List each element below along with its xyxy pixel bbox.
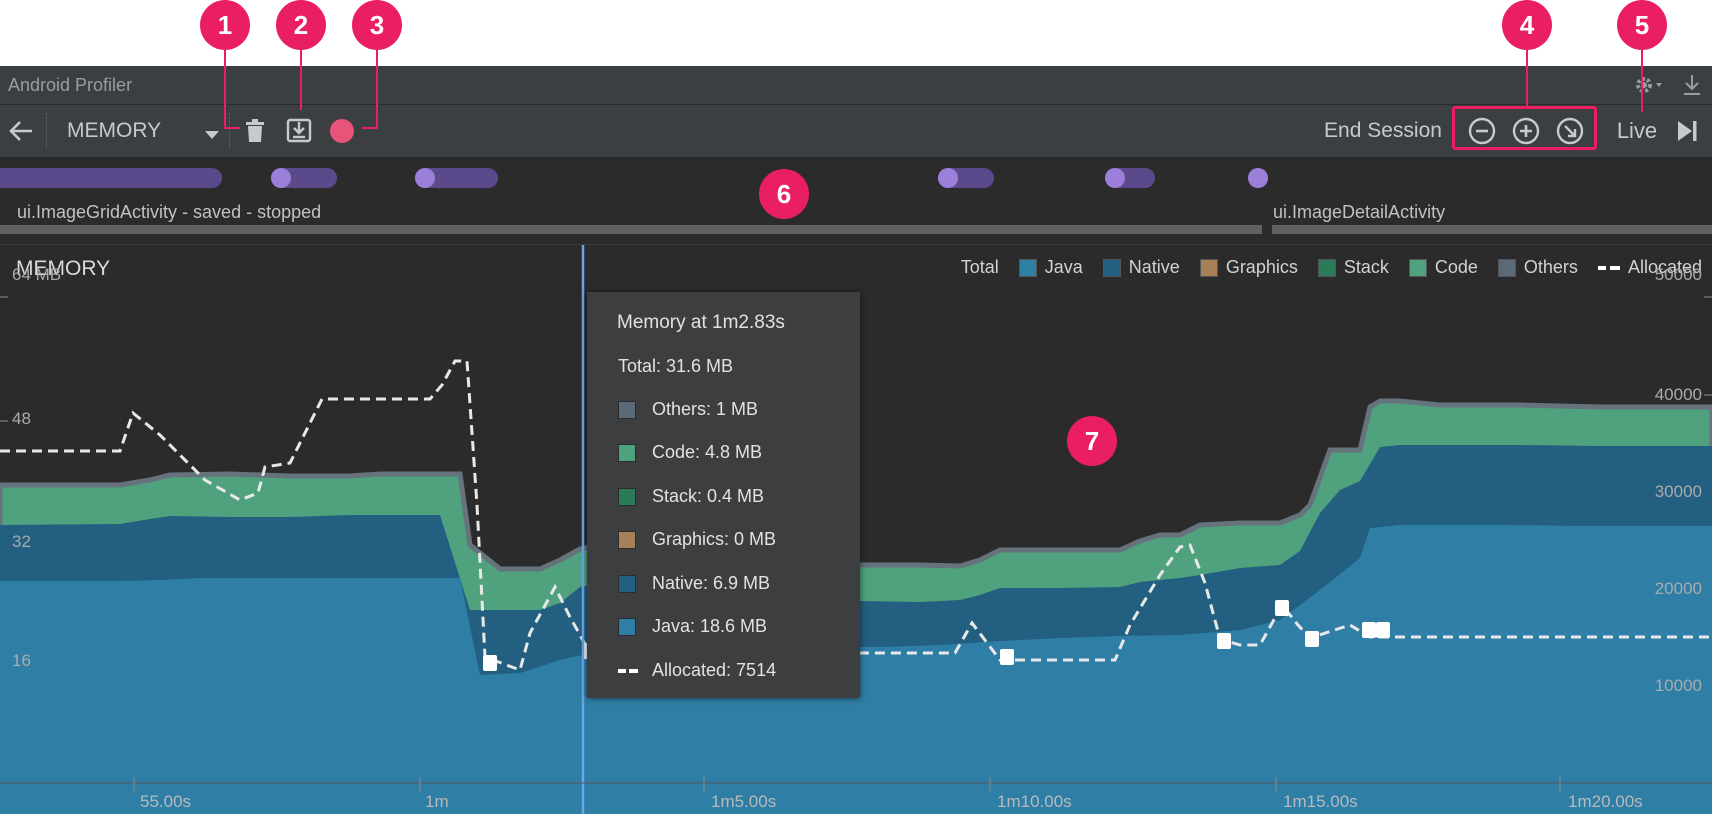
java-swatch <box>618 617 636 636</box>
left-axis-label: 48 <box>12 409 31 428</box>
tooltip-row-native: Native: 6.9 MB <box>618 573 770 594</box>
profiler-dropdown[interactable]: MEMORY <box>60 113 220 149</box>
record-icon[interactable] <box>328 117 356 145</box>
right-axis-label: 30000 <box>1654 482 1702 501</box>
time-axis-ticks <box>133 777 1561 793</box>
window-title: Android Profiler <box>8 75 133 95</box>
allocated-dash-icon <box>618 668 638 673</box>
time-tick-label: 1m20.00s <box>1568 792 1643 811</box>
event-pill[interactable] <box>271 168 337 188</box>
time-tick-label: 1m10.00s <box>997 792 1072 811</box>
callout-4: 4 <box>1502 0 1552 50</box>
memory-title: MEMORY <box>16 257 111 280</box>
callout-3-line <box>376 50 378 128</box>
toolbar-separator <box>229 113 230 149</box>
trash-icon[interactable] <box>241 117 269 145</box>
activity-bar[interactable] <box>0 225 1262 234</box>
left-axis-label: 16 <box>12 651 31 670</box>
settings-gear-icon[interactable] <box>1630 72 1670 98</box>
right-axis-label: 50000 <box>1654 265 1702 284</box>
activity-label: ui.ImageGridActivity - saved - stopped <box>17 202 322 222</box>
event-pill[interactable] <box>0 168 222 188</box>
tooltip-row-others: Others: 1 MB <box>618 399 758 420</box>
tooltip-row-java: Java: 18.6 MB <box>618 616 767 637</box>
callout-3: 3 <box>352 0 402 50</box>
save-heap-icon[interactable] <box>284 115 314 145</box>
legend-total: Total <box>960 257 999 277</box>
legend-stack: Stack <box>1317 257 1389 278</box>
tooltip-total: Total: 31.6 MB <box>618 356 734 376</box>
event-pill[interactable] <box>415 168 498 188</box>
graphics-swatch <box>618 530 636 549</box>
stack-swatch <box>618 487 636 506</box>
left-axis-label: 32 <box>12 532 31 551</box>
legend-code: Code <box>1408 257 1478 278</box>
event-pill[interactable] <box>1248 168 1268 188</box>
left-axis-label: 64 MB <box>12 265 62 284</box>
event-pill[interactable] <box>1105 168 1155 188</box>
event-timeline: ui.ImageGridActivity - saved - stopped u… <box>0 158 1712 245</box>
legend-java: Java <box>1018 257 1083 278</box>
end-session-button[interactable]: End Session <box>1324 119 1442 142</box>
legend-graphics: Graphics <box>1199 257 1298 278</box>
tooltip-title: Memory at 1m2.83s <box>617 312 785 333</box>
right-axis-label: 20000 <box>1654 579 1702 598</box>
code-swatch <box>618 443 636 462</box>
zoom-controls-highlight <box>1452 106 1597 150</box>
callout-1-line-h <box>224 127 240 129</box>
tooltip-row-allocated: Allocated: 7514 <box>618 660 776 681</box>
hide-panel-icon[interactable] <box>1678 72 1706 98</box>
time-tick-label: 55.00s <box>140 792 192 811</box>
callout-3-line-h <box>362 127 378 129</box>
time-tick-label: 1m5.00s <box>711 792 777 811</box>
tooltip-row-code: Code: 4.8 MB <box>618 442 762 463</box>
callout-1: 1 <box>200 0 250 50</box>
profiler-titlebar: Android Profiler <box>0 66 1712 105</box>
toolbar-separator <box>46 113 47 149</box>
go-live-icon[interactable] <box>1672 115 1702 147</box>
native-swatch <box>618 574 636 593</box>
zoom-out-icon[interactable] <box>1467 116 1497 146</box>
callout-5: 5 <box>1617 0 1667 50</box>
callout-4-line <box>1526 50 1528 108</box>
activity-bar[interactable] <box>1272 225 1712 234</box>
time-tick-label: 1m15.00s <box>1283 792 1358 811</box>
callout-5-line <box>1641 50 1643 112</box>
callout-2-line <box>300 50 302 110</box>
activity-label: ui.ImageDetailActivity <box>1273 202 1446 222</box>
time-tick-label: 1m <box>425 792 449 811</box>
tooltip-row-graphics: Graphics: 0 MB <box>618 529 776 550</box>
live-button[interactable]: Live <box>1616 118 1658 143</box>
profiler-toolbar: MEMORY End Session Live <box>0 105 1712 158</box>
legend-others: Others <box>1497 257 1578 278</box>
memory-tooltip: Memory at 1m2.83s Total: 31.6 MB Others:… <box>587 292 860 698</box>
chevron-down-icon <box>204 127 220 145</box>
others-swatch <box>618 400 636 419</box>
zoom-in-icon[interactable] <box>1511 116 1541 146</box>
callout-7: 7 <box>1067 416 1117 466</box>
back-arrow-icon[interactable] <box>4 115 38 147</box>
profiler-dropdown-label: MEMORY <box>67 119 162 142</box>
callout-6: 6 <box>759 169 809 219</box>
callout-2: 2 <box>276 0 326 50</box>
legend-native: Native <box>1102 257 1180 278</box>
memory-legend: Total Java Native Graphics Stack Code Ot… <box>941 257 1702 278</box>
reset-zoom-icon[interactable] <box>1555 116 1585 146</box>
right-axis-label: 40000 <box>1654 385 1702 404</box>
callout-1-line <box>224 50 226 128</box>
legend-allocated: Allocated <box>1597 257 1702 277</box>
right-axis-label: 10000 <box>1654 676 1702 695</box>
event-pill[interactable] <box>938 168 994 188</box>
tooltip-row-stack: Stack: 0.4 MB <box>618 486 764 507</box>
